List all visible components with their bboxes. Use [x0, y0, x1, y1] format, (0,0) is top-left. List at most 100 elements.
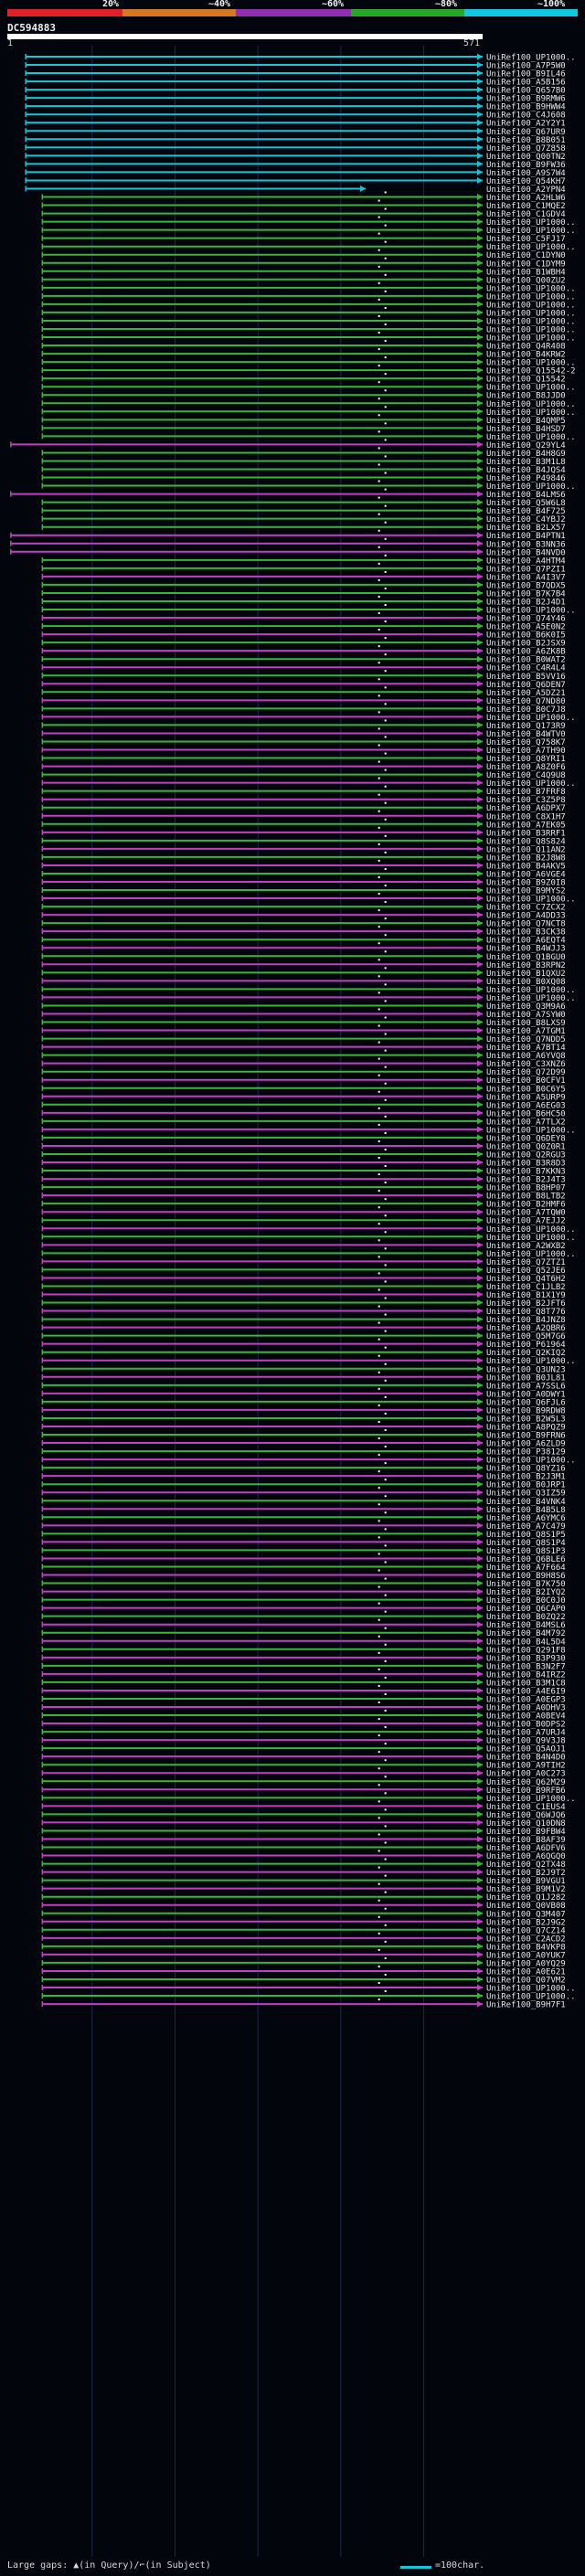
hit-label[interactable]: UniRef100_P38129 — [486, 1448, 566, 1458]
hit-label[interactable]: UniRef100_C1GDV4 — [486, 210, 566, 219]
hit-label[interactable]: UniRef100_Q2KIQ2 — [486, 1349, 566, 1358]
hit-row[interactable]: UniRef100_Q6CAP0 — [41, 1602, 566, 1615]
hit-row[interactable]: UniRef100_B4L5D4 — [41, 1635, 566, 1648]
hit-row[interactable]: UniRef100_UP1000.. — [41, 314, 576, 327]
hit-label[interactable]: UniRef100_B9RDW8 — [486, 1406, 566, 1415]
hit-row[interactable]: UniRef100_B8LXS9 — [41, 1016, 566, 1029]
hit-row[interactable]: UniRef100_C1DYM9 — [41, 257, 566, 270]
hit-label[interactable]: UniRef100_UP1000.. — [486, 986, 576, 995]
hit-label[interactable]: UniRef100_A5URP9 — [486, 1093, 566, 1102]
hit-label[interactable]: UniRef100_UP1000.. — [486, 334, 576, 344]
hit-row[interactable]: UniRef100_Q3IZ59 — [41, 1487, 566, 1499]
hit-row[interactable]: UniRef100_A5B156 — [25, 78, 566, 88]
hit-row[interactable]: UniRef100_B4VNK4 — [41, 1495, 566, 1507]
hit-label[interactable]: UniRef100_Q72D99 — [486, 1068, 566, 1077]
hit-label[interactable]: UniRef100_B0DPS2 — [486, 1721, 566, 1730]
hit-row[interactable]: UniRef100_A4DD33 — [41, 909, 566, 921]
hit-label[interactable]: UniRef100_B3R8D3 — [486, 1160, 566, 1169]
hit-label[interactable]: UniRef100_Q8S1P5 — [486, 1531, 566, 1540]
hit-row[interactable]: UniRef100_A2HLW6 — [41, 191, 566, 204]
hit-label[interactable]: UniRef100_Q4T6H2 — [486, 1275, 566, 1284]
hit-row[interactable]: UniRef100_UP1000.. — [41, 332, 576, 344]
hit-row[interactable]: UniRef100_B9VGU1 — [41, 1874, 566, 1887]
hit-label[interactable]: UniRef100_C1MQE2 — [486, 202, 566, 211]
hit-row[interactable]: UniRef100_A7SYW0 — [41, 1008, 566, 1020]
hit-row[interactable]: UniRef100_A8PQZ9 — [41, 1420, 566, 1433]
hit-label[interactable]: UniRef100_B4VKP8 — [486, 1943, 566, 1952]
hit-row[interactable]: UniRef100_A8Z0F6 — [41, 760, 566, 773]
hit-row[interactable]: UniRef100_UP1000.. — [41, 1231, 576, 1243]
hit-row[interactable]: UniRef100_Q29YL4 — [10, 439, 566, 451]
hit-label[interactable]: UniRef100_B4VNK4 — [486, 1498, 566, 1507]
hit-row[interactable]: UniRef100_B2J4T3 — [41, 1173, 566, 1185]
hit-label[interactable]: UniRef100_Q7PZI1 — [486, 565, 566, 574]
hit-row[interactable]: UniRef100_Q72D99 — [41, 1065, 566, 1078]
hit-label[interactable]: UniRef100_Q0Z0R1 — [486, 1142, 566, 1151]
hit-row[interactable]: UniRef100_C1EUS4 — [41, 1800, 566, 1812]
hit-row[interactable]: UniRef100_B0C0J0 — [41, 1594, 566, 1606]
hit-row[interactable]: UniRef100_B6HC50 — [41, 1107, 566, 1119]
hit-label[interactable]: UniRef100_Q1BGU0 — [486, 953, 566, 962]
hit-label[interactable]: UniRef100_UP1000.. — [486, 359, 576, 368]
hit-label[interactable]: UniRef100_UP1000.. — [486, 896, 576, 905]
hit-label[interactable]: UniRef100_Q2RGU3 — [486, 1150, 566, 1160]
hit-label[interactable]: UniRef100_B4QMP5 — [486, 417, 566, 426]
hit-row[interactable]: UniRef100_B0ZQ22 — [41, 1610, 566, 1623]
hit-row[interactable]: UniRef100_Q7NDD5 — [41, 1033, 566, 1045]
hit-row[interactable]: UniRef100_Q6WJQ6 — [41, 1808, 566, 1820]
hit-row[interactable]: UniRef100_B4N4D0 — [41, 1751, 566, 1763]
hit-label[interactable]: UniRef100_A2Y2Y1 — [486, 120, 566, 129]
hit-row[interactable]: UniRef100_B8JJD0 — [41, 389, 566, 401]
hit-label[interactable]: UniRef100_Q6BLE6 — [486, 1555, 566, 1564]
hit-row[interactable]: UniRef100_B4AKV5 — [41, 859, 566, 872]
hit-label[interactable]: UniRef100_C1JLB2 — [486, 1283, 566, 1292]
hit-label[interactable]: UniRef100_B4NVD0 — [486, 548, 566, 557]
hit-label[interactable]: UniRef100_A0C273 — [486, 1770, 566, 1779]
hit-label[interactable]: UniRef100_A2YPN4 — [486, 186, 566, 195]
hit-row[interactable]: UniRef100_Q6DEN7 — [41, 678, 566, 690]
hit-label[interactable]: UniRef100_Q7NCT8 — [486, 920, 566, 929]
hit-label[interactable]: UniRef100_B4F725 — [486, 507, 566, 516]
hit-label[interactable]: UniRef100_Q8S824 — [486, 837, 566, 846]
hit-row[interactable]: UniRef100_B9H7F1 — [41, 1998, 566, 2010]
hit-row[interactable]: UniRef100_Q7Z858 — [25, 143, 566, 154]
hit-label[interactable]: UniRef100_A0BEV4 — [486, 1712, 566, 1722]
hit-label[interactable]: UniRef100_B2IYQ2 — [486, 1588, 566, 1597]
hit-label[interactable]: UniRef100_A4I3V7 — [486, 573, 566, 582]
hit-row[interactable]: UniRef100_B2J9T2 — [41, 1866, 566, 1879]
hit-row[interactable]: UniRef100_B3M1L8 — [41, 455, 566, 467]
hit-row[interactable]: UniRef100_B7QDX5 — [41, 578, 566, 591]
hit-row[interactable]: UniRef100_B0JRP1 — [41, 1479, 566, 1490]
hit-row[interactable]: UniRef100_C3XNZ6 — [41, 1057, 566, 1070]
hit-label[interactable]: UniRef100_Q7ND80 — [486, 697, 566, 706]
hit-label[interactable]: UniRef100_B3RPN2 — [486, 961, 566, 970]
hit-label[interactable]: UniRef100_UP1000.. — [486, 1993, 576, 2002]
hit-row[interactable]: UniRef100_A9S7W4 — [25, 168, 566, 178]
hit-label[interactable]: UniRef100_C7ZCX2 — [486, 904, 566, 913]
hit-row[interactable]: UniRef100_A0YUK7 — [41, 1948, 566, 1961]
hit-label[interactable]: UniRef100_Q00ZU2 — [486, 276, 566, 285]
hit-label[interactable]: UniRef100_C2ACD2 — [486, 1935, 566, 1944]
hit-label[interactable]: UniRef100_B0WAT2 — [486, 656, 566, 665]
hit-label[interactable]: UniRef100_A0YUK7 — [486, 1951, 566, 1960]
hit-label[interactable]: UniRef100_B2W5L3 — [486, 1415, 566, 1424]
hit-label[interactable]: UniRef100_A7F664 — [486, 1564, 566, 1573]
hit-row[interactable]: UniRef100_A5E0N2 — [41, 620, 566, 632]
hit-row[interactable]: UniRef100_B1QXU2 — [41, 967, 566, 979]
hit-row[interactable]: UniRef100_B9RDW8 — [41, 1404, 566, 1416]
hit-label[interactable]: UniRef100_A6QGQ0 — [486, 1852, 566, 1861]
hit-row[interactable]: UniRef100_B0CFV1 — [41, 1074, 566, 1087]
hit-label[interactable]: UniRef100_B4JNZ8 — [486, 1316, 566, 1325]
hit-row[interactable]: UniRef100_B2J4D1 — [41, 595, 566, 608]
hit-label[interactable]: UniRef100_B2J9T2 — [486, 1869, 566, 1878]
hit-label[interactable]: UniRef100_A6DFV6 — [486, 1844, 566, 1853]
hit-label[interactable]: UniRef100_B7K7B4 — [486, 589, 566, 599]
hit-label[interactable]: UniRef100_A6ZLD9 — [486, 1440, 566, 1449]
hit-row[interactable]: UniRef100_UP1000.. — [41, 1247, 576, 1259]
hit-row[interactable]: UniRef100_Q758K7 — [41, 736, 566, 747]
hit-row[interactable]: UniRef100_UP1000.. — [41, 298, 576, 311]
hit-row[interactable]: UniRef100_B2J8W8 — [41, 851, 566, 864]
hit-label[interactable]: UniRef100_A5B156 — [486, 79, 566, 88]
hit-label[interactable]: UniRef100_B3M1L8 — [486, 458, 566, 467]
hit-row[interactable]: UniRef100_Q54KH7 — [25, 176, 566, 186]
